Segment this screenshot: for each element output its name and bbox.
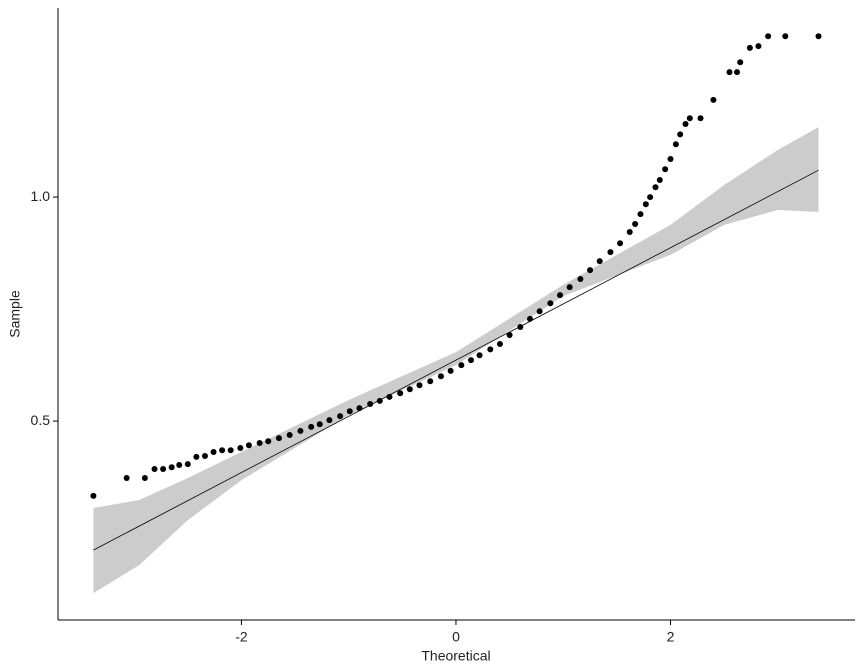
point: [782, 33, 789, 40]
point: [168, 464, 175, 471]
y-axis-title: Sample: [7, 290, 23, 338]
point: [265, 438, 272, 445]
point: [245, 442, 252, 449]
point: [210, 448, 217, 455]
point: [476, 352, 483, 359]
point: [297, 427, 304, 434]
point: [637, 211, 644, 218]
point: [275, 435, 282, 442]
point: [416, 382, 423, 389]
point: [672, 141, 679, 148]
point: [123, 474, 130, 481]
point: [652, 184, 659, 191]
point: [697, 115, 704, 122]
point: [437, 373, 444, 380]
point: [141, 474, 148, 481]
point: [367, 401, 374, 408]
point: [160, 466, 167, 473]
point: [596, 258, 603, 265]
point: [176, 461, 183, 468]
x-tick-label: -2: [235, 629, 248, 645]
point: [682, 121, 689, 128]
point: [587, 267, 594, 274]
x-tick-label: 2: [667, 629, 675, 645]
point: [536, 308, 543, 315]
point: [726, 69, 733, 76]
point: [626, 229, 633, 236]
y-tick-label: 0.5: [31, 412, 51, 428]
y-tick-label: 1.0: [31, 188, 51, 204]
point: [397, 390, 404, 397]
point: [337, 413, 344, 420]
point: [237, 444, 244, 451]
point: [632, 220, 639, 227]
point: [746, 44, 753, 51]
point: [662, 166, 669, 173]
point: [755, 43, 762, 50]
point: [667, 155, 674, 162]
point: [386, 393, 393, 400]
point: [686, 115, 693, 122]
point: [677, 131, 684, 138]
point: [90, 492, 97, 499]
point: [447, 367, 454, 374]
point: [577, 276, 584, 283]
x-axis-title: Theoretical: [421, 648, 490, 664]
point: [656, 177, 663, 184]
point: [647, 194, 654, 201]
fit-line: [93, 169, 819, 551]
point: [607, 249, 614, 256]
point: [184, 461, 191, 468]
point: [737, 59, 744, 66]
point: [201, 453, 208, 460]
point: [467, 357, 474, 364]
point: [376, 397, 383, 404]
point: [496, 341, 503, 348]
point: [526, 315, 533, 322]
point: [487, 346, 494, 353]
point: [193, 453, 200, 460]
point: [458, 362, 465, 369]
point: [734, 69, 741, 76]
point: [256, 440, 263, 447]
point: [316, 421, 323, 428]
point: [356, 405, 363, 412]
point: [346, 408, 353, 415]
point: [219, 447, 226, 454]
x-tick-label: 0: [452, 629, 460, 645]
point: [617, 240, 624, 247]
point: [151, 466, 158, 473]
point: [547, 300, 554, 307]
point: [710, 96, 717, 103]
point: [427, 378, 434, 385]
point: [286, 431, 293, 438]
point: [227, 447, 234, 454]
point: [642, 201, 649, 208]
point: [517, 323, 524, 330]
point: [308, 423, 315, 430]
point: [765, 33, 772, 40]
point: [815, 33, 822, 40]
point: [326, 417, 333, 424]
point: [506, 332, 513, 339]
point: [566, 284, 573, 291]
point: [406, 386, 413, 393]
point: [557, 292, 564, 299]
